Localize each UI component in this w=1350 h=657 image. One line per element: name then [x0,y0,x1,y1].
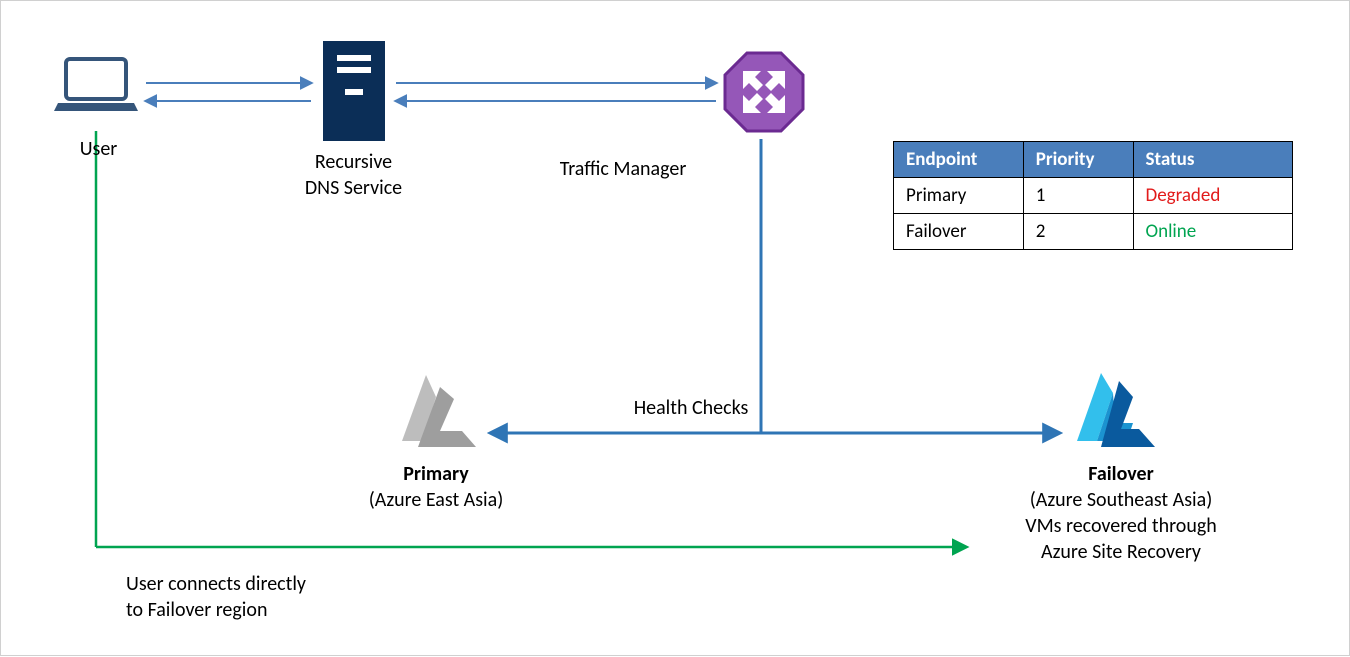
laptop-icon [54,57,139,117]
text: to Failover region [126,598,267,622]
diagram-canvas: User Recursive DNS Service Traffic Manag… [0,0,1350,656]
text: Azure Site Recovery [1041,540,1201,564]
server-icon [323,41,385,141]
text: (Azure East Asia) [369,488,504,512]
table-header-row: Endpoint Priority Status [894,142,1293,178]
cell-endpoint: Failover [894,214,1024,250]
primary-label: Primary (Azure East Asia) [281,461,591,513]
dns-label: Recursive DNS Service [246,149,461,201]
text: DNS Service [305,176,402,200]
cell-priority: 2 [1023,214,1133,250]
th-status: Status [1133,142,1293,178]
text: VMs recovered through [1025,514,1217,538]
failover-label: Failover (Azure Southeast Asia) VMs reco… [966,461,1276,565]
table-row: Primary 1 Degraded [894,178,1293,214]
traffic-manager-icon [723,51,805,133]
table-row: Failover 2 Online [894,214,1293,250]
text: Recursive [315,150,392,174]
text: Failover [1088,462,1153,486]
cell-status: Online [1133,214,1293,250]
cell-priority: 1 [1023,178,1133,214]
th-priority: Priority [1023,142,1133,178]
health-checks-label: Health Checks [611,395,771,421]
azure-failover-icon [1071,369,1159,453]
text: (Azure Southeast Asia) [1030,488,1213,512]
th-endpoint: Endpoint [894,142,1024,178]
azure-primary-icon [396,371,481,451]
text: Primary [403,462,468,486]
endpoint-table: Endpoint Priority Status Primary 1 Degra… [893,141,1293,250]
user-label: User [71,136,126,162]
user-connects-label: User connects directly to Failover regio… [126,571,386,623]
text: User connects directly [126,572,306,596]
cell-endpoint: Primary [894,178,1024,214]
cell-status: Degraded [1133,178,1293,214]
traffic-manager-label: Traffic Manager [533,156,713,182]
